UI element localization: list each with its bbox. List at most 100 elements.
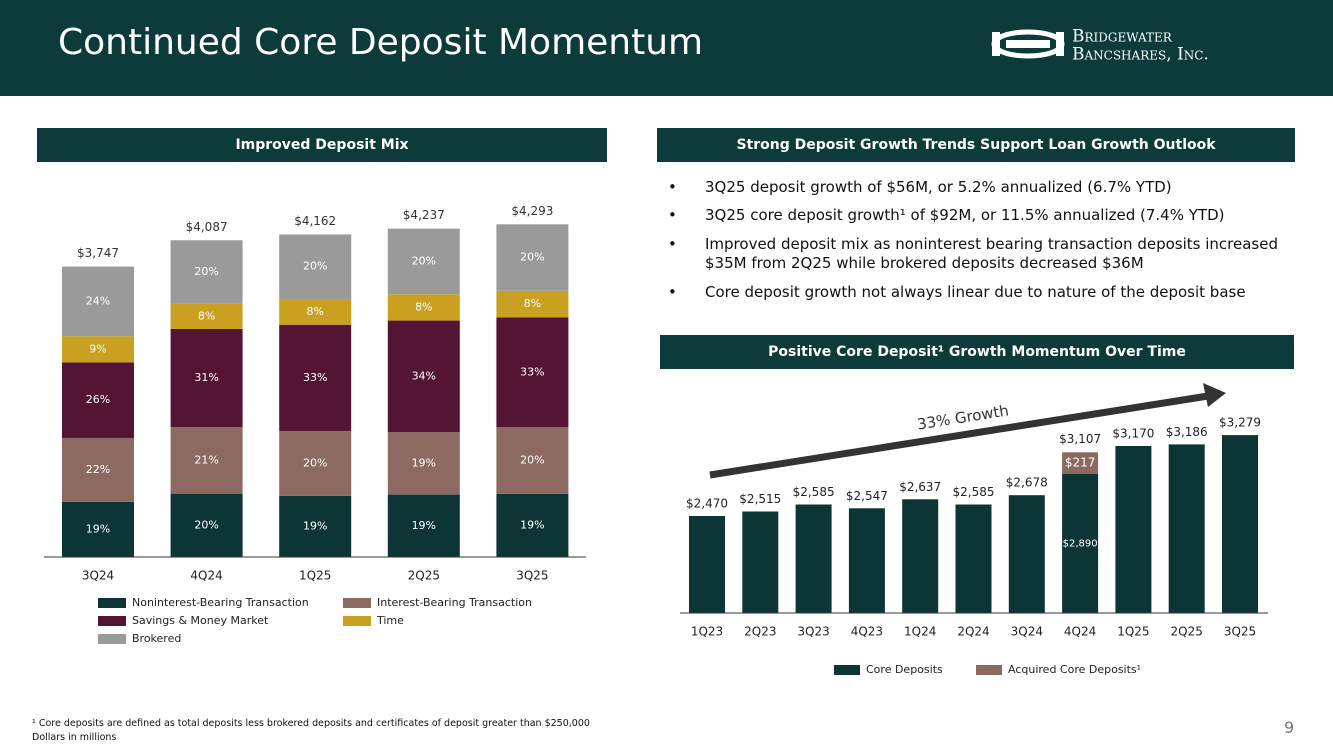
deposit-mix-chart: 19% 22% 26% 9% 24% $3,747 3Q24 20% 21% 31% 8% 20% $4… [44, 204, 586, 645]
bar-segment [496, 427, 569, 494]
segment-label: 20% [303, 260, 327, 273]
segment-label: 20% [194, 265, 218, 278]
legend-swatch [98, 598, 126, 608]
bar-segment [170, 240, 243, 304]
bar-segment [62, 266, 134, 337]
legend-swatch [98, 634, 126, 644]
footnote: Dollars in millions [32, 732, 117, 743]
segment-label: 8% [524, 297, 541, 310]
bar-segment [170, 303, 243, 329]
value-label: $2,585 [953, 485, 995, 499]
segment-label: 33% [520, 365, 544, 378]
bar-segment [387, 494, 460, 557]
bar-segment [387, 294, 460, 321]
segment-label: 24% [86, 294, 110, 307]
x-tick-label: 2Q23 [744, 625, 776, 639]
bar-segment [496, 493, 569, 557]
segment-label: 9% [89, 342, 106, 355]
footnote: ¹ Core deposits are defined as total dep… [32, 718, 590, 729]
total-label: $4,237 [403, 208, 445, 222]
bullet-dot: • [668, 235, 677, 253]
bullet: • 3Q25 core deposit growth¹ of $92M, or 1… [668, 206, 1308, 225]
segment-label: 20% [520, 454, 544, 467]
bullet: • 3Q25 deposit growth of $56M, or 5.2% an… [668, 178, 1308, 197]
segment-label: 20% [303, 456, 327, 469]
x-tick-label: 1Q25 [1117, 625, 1149, 639]
bar [848, 508, 885, 613]
bullet-text: Improved deposit mix as noninterest bear… [705, 235, 1278, 272]
legend-swatch [834, 665, 860, 675]
legend-swatch [343, 598, 371, 608]
segment-label: 31% [194, 371, 218, 384]
total-label: $3,107 [1059, 432, 1101, 446]
segment-label: 19% [86, 522, 110, 535]
segment-label: 33% [303, 371, 327, 384]
x-tick-label: 3Q24 [82, 569, 114, 583]
section-header: Improved Deposit Mix [37, 128, 607, 162]
bar-segment [279, 431, 352, 496]
bar [689, 516, 725, 613]
legend-label: Savings & Money Market [132, 614, 269, 627]
bar-segment [387, 228, 460, 295]
bar [1168, 444, 1205, 613]
value-label: $2,470 [686, 497, 728, 511]
bar [1222, 435, 1258, 613]
bar-segment [170, 427, 243, 494]
x-tick-label: 2Q25 [408, 569, 440, 583]
bar-segment [387, 320, 460, 433]
value-label: $3,279 [1219, 416, 1261, 430]
legend-swatch [343, 616, 371, 626]
legend-label: Core Deposits [866, 663, 943, 676]
legend-swatch [976, 665, 1002, 675]
total-label: $4,162 [294, 214, 336, 228]
legend-label: Interest-Bearing Transaction [377, 596, 532, 609]
logo-line: Bridgewater [1072, 27, 1173, 47]
total-label: $3,747 [77, 246, 119, 260]
value-label: $3,186 [1166, 425, 1208, 439]
segment-label: 8% [415, 300, 432, 313]
bullet: • Core deposit growth not always linear d… [668, 283, 1308, 302]
segment-label: 19% [412, 519, 436, 532]
legend-label: Acquired Core Deposits¹ [1008, 663, 1141, 676]
total-label: $4,087 [186, 220, 228, 234]
value-label: $3,170 [1112, 427, 1154, 441]
segment-label: 19% [412, 456, 436, 469]
legend-label: Noninterest-Bearing Transaction [132, 596, 309, 609]
logo-line: Bancshares, Inc. [1072, 45, 1209, 65]
bullet-dot: • [668, 178, 677, 196]
segment-label: 34% [412, 369, 436, 382]
segment-label: 21% [194, 453, 218, 466]
segment-label: 20% [520, 251, 544, 264]
bar [902, 499, 939, 613]
segment-label: 20% [194, 518, 218, 531]
x-tick-label: 1Q25 [299, 569, 331, 583]
bar-segment [170, 493, 243, 557]
bullet: • Improved deposit mix as noninterest bea… [668, 235, 1308, 273]
x-tick-label: 4Q23 [851, 625, 883, 639]
slide-title: Continued Core Deposit Momentum [58, 22, 704, 63]
value-label: $2,547 [846, 489, 888, 503]
bar [742, 511, 779, 613]
bullet-text: Core deposit growth not always linear du… [705, 283, 1246, 301]
bar [955, 504, 992, 613]
total-label: $4,293 [511, 204, 553, 218]
page-number: 9 [1284, 718, 1295, 737]
segment-label: 19% [303, 519, 327, 532]
bar [1008, 495, 1045, 613]
value-label: $2,585 [793, 485, 835, 499]
segment-label: 19% [520, 518, 544, 531]
x-tick-label: 3Q25 [516, 569, 548, 583]
bar-segment [279, 495, 352, 557]
value-label: $2,637 [899, 480, 941, 494]
section-header: Strong Deposit Growth Trends Support Loa… [657, 128, 1295, 162]
value-label: $2,515 [739, 492, 781, 506]
bar-segment [62, 437, 134, 502]
bar-segment [496, 317, 569, 428]
bullet-dot: • [668, 283, 677, 301]
x-tick-label: 2Q25 [1171, 625, 1203, 639]
bar [795, 504, 832, 613]
bar-segment [387, 432, 460, 495]
legend-swatch [98, 616, 126, 626]
growth-arrow [709, 392, 1209, 479]
